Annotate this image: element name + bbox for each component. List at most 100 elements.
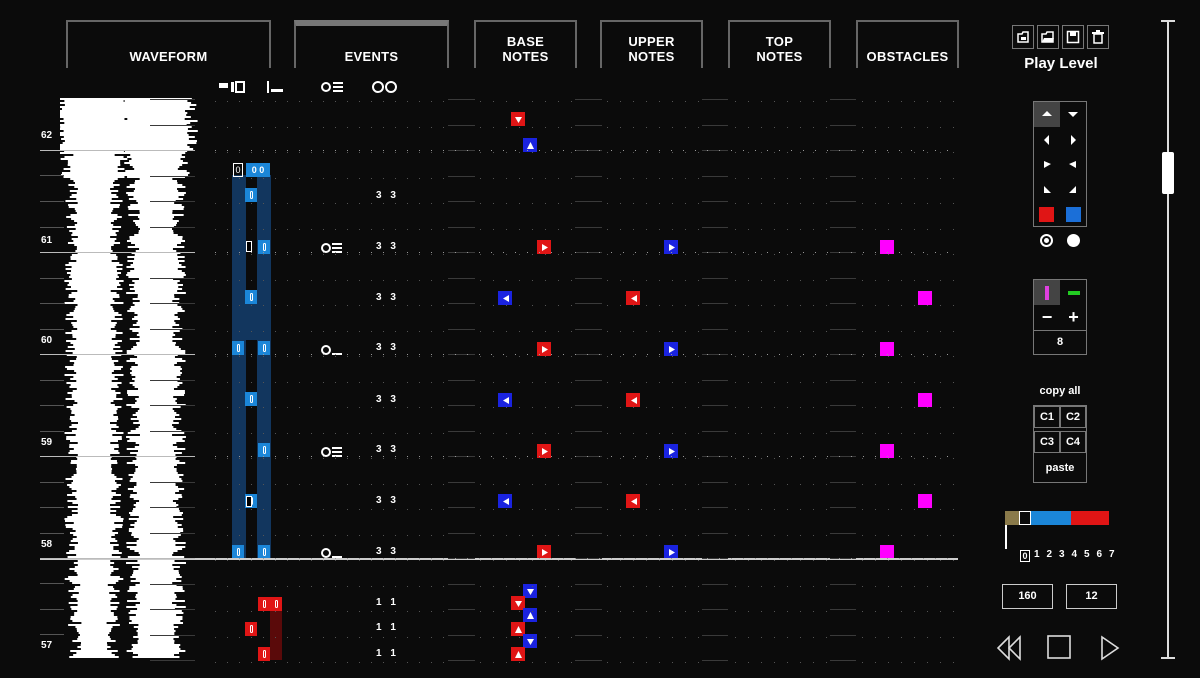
light-event-block[interactable] xyxy=(232,545,244,559)
light-event-block[interactable] xyxy=(258,240,270,254)
blue-note-left[interactable] xyxy=(498,494,512,508)
light-duration-bar[interactable] xyxy=(232,175,246,560)
stop-icon[interactable] xyxy=(1046,634,1072,660)
blue-note-left[interactable] xyxy=(498,291,512,305)
blue-note-down[interactable] xyxy=(523,584,537,598)
cut-up-right-button[interactable] xyxy=(1060,152,1086,177)
light-event-block[interactable] xyxy=(245,392,257,406)
rewind-icon[interactable] xyxy=(995,634,1023,662)
rotation-reset-icon[interactable] xyxy=(321,343,345,361)
red-note-left[interactable] xyxy=(626,494,640,508)
red-note-left[interactable] xyxy=(626,291,640,305)
layer-number[interactable]: 6 xyxy=(1096,549,1103,560)
red-note-right[interactable] xyxy=(537,444,551,458)
light-event-block[interactable] xyxy=(258,443,270,457)
copy-slot-c4[interactable]: C4 xyxy=(1060,431,1086,453)
light-event-block[interactable] xyxy=(258,341,270,355)
blue-note-up[interactable] xyxy=(523,138,537,152)
ring-event-icon[interactable] xyxy=(371,80,399,94)
red-note-down[interactable] xyxy=(511,112,525,126)
paste-button[interactable]: paste xyxy=(1045,462,1075,474)
vertical-wall-select[interactable] xyxy=(1034,280,1060,305)
light-duration-bar[interactable] xyxy=(257,175,271,560)
play-icon[interactable] xyxy=(1099,634,1121,662)
tab-waveform[interactable]: WAVEFORM xyxy=(66,20,271,68)
obstacle-block[interactable] xyxy=(880,545,894,559)
bpm-field[interactable]: 160 xyxy=(1002,584,1053,609)
cut-down-button[interactable] xyxy=(1060,102,1086,127)
blue-note-right[interactable] xyxy=(664,444,678,458)
delete-button[interactable] xyxy=(1087,25,1109,49)
tab-base-notes[interactable]: BASE NOTES xyxy=(474,20,577,68)
timeline-scrollbar[interactable] xyxy=(1167,22,1169,658)
dot-note-select[interactable] xyxy=(1040,234,1053,247)
red-note-right[interactable] xyxy=(537,240,551,254)
red-note-left[interactable] xyxy=(626,393,640,407)
cut-up-left-button[interactable] xyxy=(1034,152,1060,177)
light-event-block[interactable] xyxy=(245,290,257,304)
light-block-label[interactable]: 0 0 xyxy=(246,163,270,177)
offset-field[interactable]: 12 xyxy=(1066,584,1117,609)
layer-number[interactable]: 2 xyxy=(1046,549,1053,560)
obstacle-block[interactable] xyxy=(918,291,932,305)
cut-down-right-button[interactable] xyxy=(1060,177,1086,202)
copy-all-button[interactable]: copy all xyxy=(1039,385,1081,397)
obstacle-block[interactable] xyxy=(880,444,894,458)
blue-note-right[interactable] xyxy=(664,545,678,559)
red-note-down[interactable] xyxy=(511,596,525,610)
tab-events[interactable]: EVENTS xyxy=(294,20,449,68)
horizontal-wall-select[interactable] xyxy=(1061,280,1086,305)
light-event-block-red[interactable] xyxy=(258,647,270,661)
layer-number[interactable]: 4 xyxy=(1071,549,1078,560)
blue-note-left[interactable] xyxy=(498,393,512,407)
tab-obstacles[interactable]: OBSTACLES xyxy=(856,20,959,68)
red-note-up[interactable] xyxy=(511,647,525,661)
light-event-block-red[interactable] xyxy=(258,597,270,611)
obstacle-block[interactable] xyxy=(918,393,932,407)
save-button[interactable] xyxy=(1062,25,1084,49)
tab-upper-notes[interactable]: UPPER NOTES xyxy=(600,20,703,68)
blue-note-up[interactable] xyxy=(523,608,537,622)
light-duration-bar[interactable] xyxy=(246,300,257,340)
obstacle-block[interactable] xyxy=(880,342,894,356)
light-event-icon[interactable] xyxy=(218,80,248,94)
rotation-event-icon[interactable] xyxy=(321,445,345,463)
layer-zero[interactable]: 0 xyxy=(1020,550,1030,562)
blue-note-right[interactable] xyxy=(664,342,678,356)
open-folder-button[interactable] xyxy=(1037,25,1059,49)
rotation-event-icon[interactable] xyxy=(320,80,346,94)
play-level-button[interactable]: Play Level xyxy=(1024,55,1098,72)
cut-left-button[interactable] xyxy=(1034,127,1060,152)
blue-note-right[interactable] xyxy=(664,240,678,254)
copy-slot-c2[interactable]: C2 xyxy=(1060,406,1086,428)
rotation-reset-icon[interactable] xyxy=(321,546,345,564)
red-note-right[interactable] xyxy=(537,342,551,356)
cut-down-left-button[interactable] xyxy=(1034,177,1060,202)
copy-slot-c3[interactable]: C3 xyxy=(1034,431,1060,453)
red-color-select[interactable] xyxy=(1039,207,1054,222)
laser-speed-icon[interactable] xyxy=(265,80,285,94)
light-event-block-red[interactable] xyxy=(245,622,257,636)
cut-right-button[interactable] xyxy=(1060,127,1086,152)
wall-plus-button[interactable]: + xyxy=(1068,307,1079,327)
red-note-right[interactable] xyxy=(537,545,551,559)
blue-color-select[interactable] xyxy=(1066,207,1081,222)
obstacle-block[interactable] xyxy=(880,240,894,254)
copy-slot-c1[interactable]: C1 xyxy=(1034,406,1060,428)
layer-number[interactable]: 3 xyxy=(1059,549,1065,560)
tab-top-notes[interactable]: TOP NOTES xyxy=(728,20,831,68)
layer-number[interactable]: 7 xyxy=(1109,549,1115,560)
cut-up-button[interactable] xyxy=(1034,102,1060,127)
layer-number[interactable]: 5 xyxy=(1084,549,1090,560)
light-event-block[interactable] xyxy=(232,341,244,355)
layer-number[interactable]: 1 xyxy=(1034,549,1040,560)
rotation-event-icon[interactable] xyxy=(321,241,345,259)
bomb-note-select[interactable] xyxy=(1067,234,1080,247)
red-note-up[interactable] xyxy=(511,622,525,636)
light-duration-bar-red[interactable] xyxy=(270,605,282,660)
light-event-block[interactable] xyxy=(258,545,270,559)
light-event-block[interactable] xyxy=(245,188,257,202)
wall-minus-button[interactable]: − xyxy=(1041,307,1053,327)
obstacle-block[interactable] xyxy=(918,494,932,508)
light-event-block-red[interactable] xyxy=(270,597,282,611)
